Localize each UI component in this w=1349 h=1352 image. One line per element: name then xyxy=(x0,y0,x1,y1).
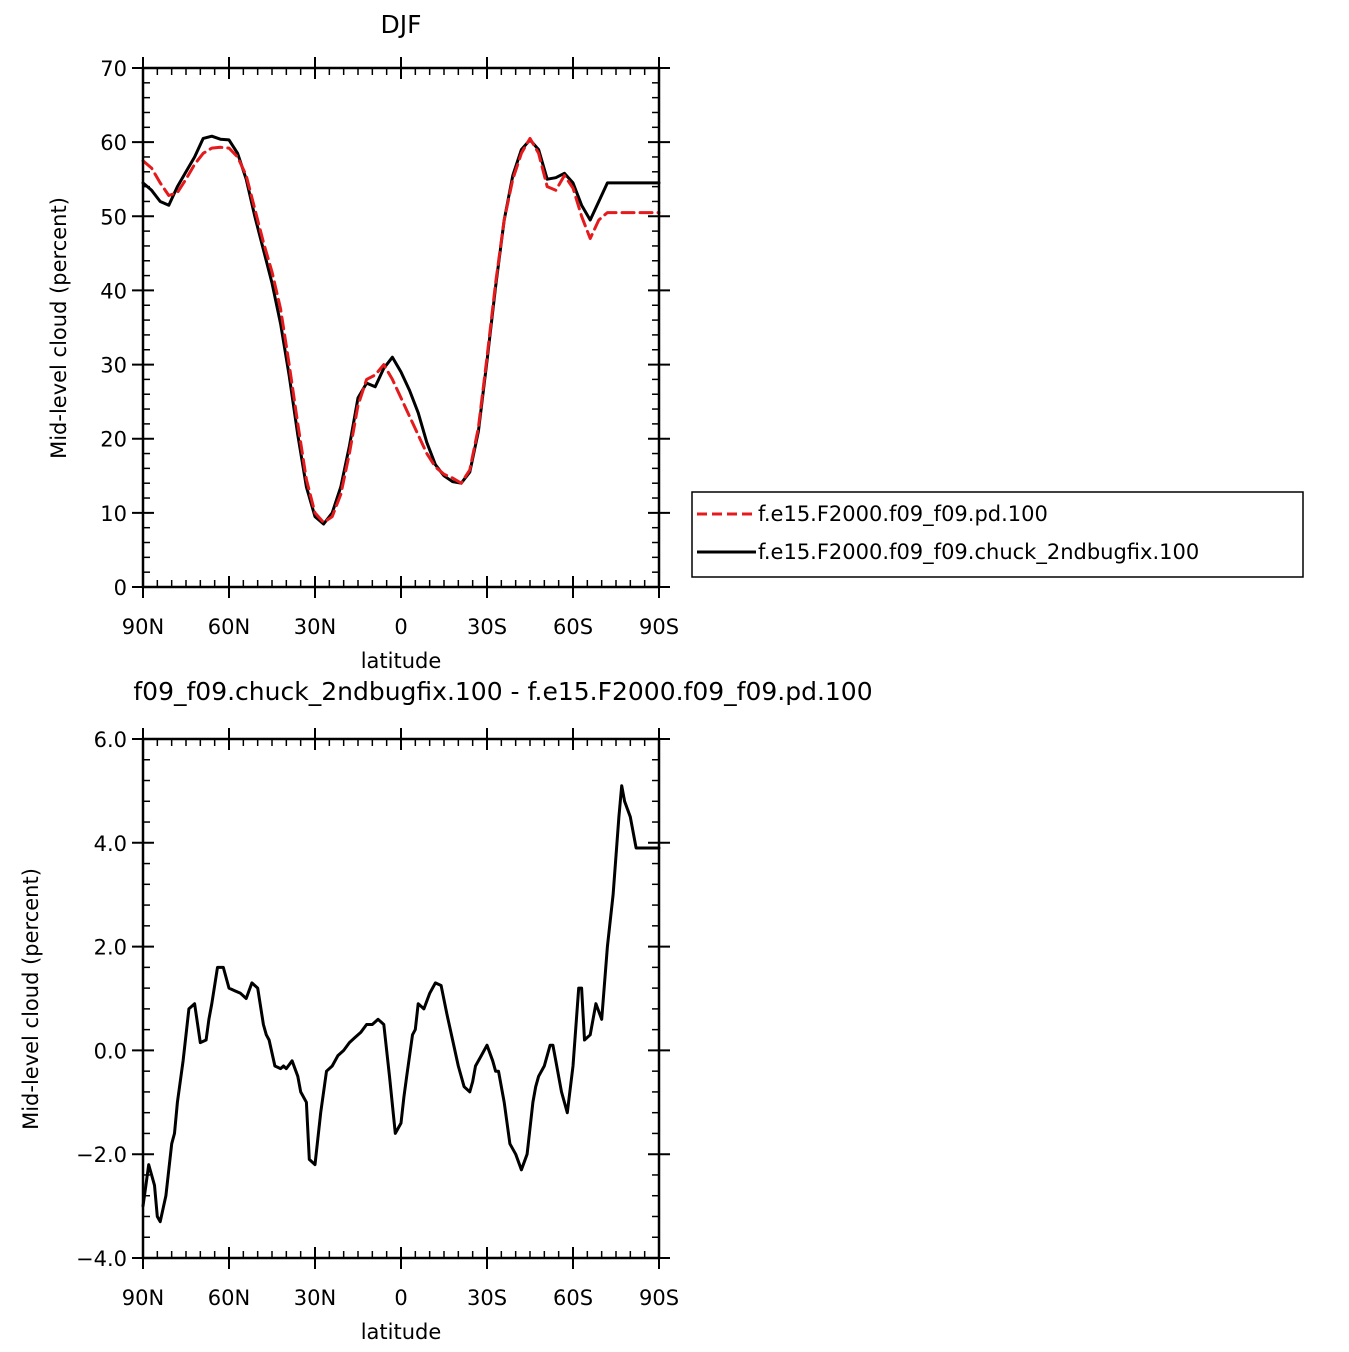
x-tick-label: 60N xyxy=(208,1286,250,1310)
y-tick-label: 10 xyxy=(100,502,127,526)
x-tick-label: 30N xyxy=(294,615,336,639)
chart-title: DJF xyxy=(380,10,421,39)
y-tick-label: 20 xyxy=(100,428,127,452)
series-line xyxy=(141,136,661,524)
y-tick-label: 70 xyxy=(100,57,127,81)
y-tick-label: 6.0 xyxy=(94,728,127,752)
x-axis-ticks: 90N 60N 30N 0 30S 60S 90S xyxy=(122,728,679,1310)
x-tick-label: 60S xyxy=(553,615,593,639)
y-tick-label: 30 xyxy=(100,354,127,378)
x-tick-label: 90S xyxy=(639,1286,679,1310)
y-tick-label: −4.0 xyxy=(76,1247,127,1271)
y-tick-label: −2.0 xyxy=(76,1143,127,1167)
y-axis-label: Mid-level cloud (percent) xyxy=(19,868,43,1130)
bottom-panel: f09_f09.chuck_2ndbugfix.100 - f.e15.F200… xyxy=(19,677,873,1344)
y-tick-label: 4.0 xyxy=(94,832,127,856)
x-tick-label: 60S xyxy=(553,1286,593,1310)
x-tick-label: 30S xyxy=(467,1286,507,1310)
plot-frame xyxy=(141,66,661,589)
x-tick-label: 90S xyxy=(639,615,679,639)
x-tick-label: 90N xyxy=(122,615,164,639)
series-line xyxy=(141,784,661,1224)
x-tick-label: 30S xyxy=(467,615,507,639)
x-tick-label: 0 xyxy=(394,1286,407,1310)
x-axis-label: latitude xyxy=(361,1320,442,1344)
plot-area xyxy=(141,784,661,1224)
plot-frame xyxy=(141,737,661,1260)
series-line xyxy=(141,134,661,526)
y-axis-ticks: 0 10 20 30 40 50 60 70 xyxy=(100,57,670,600)
legend-label-chuck: f.e15.F2000.f09_f09.chuck_2ndbugfix.100 xyxy=(758,540,1199,565)
legend-label-pd: f.e15.F2000.f09_f09.pd.100 xyxy=(758,502,1048,527)
y-tick-label: 50 xyxy=(100,205,127,229)
y-tick-label: 60 xyxy=(100,131,127,155)
x-axis-label: latitude xyxy=(361,649,442,673)
plot-area xyxy=(141,134,661,526)
legend-box xyxy=(691,491,1304,578)
x-tick-label: 0 xyxy=(394,615,407,639)
y-tick-label: 0.0 xyxy=(94,1039,127,1063)
legend: f.e15.F2000.f09_f09.pd.100 f.e15.F2000.f… xyxy=(691,491,1304,578)
x-tick-label: 90N xyxy=(122,1286,164,1310)
x-tick-label: 30N xyxy=(294,1286,336,1310)
y-tick-label: 0 xyxy=(114,576,127,600)
x-axis-ticks: 90N 60N 30N 0 30S 60S 90S xyxy=(122,57,679,639)
x-tick-label: 60N xyxy=(208,615,250,639)
chart-title: f09_f09.chuck_2ndbugfix.100 - f.e15.F200… xyxy=(133,677,872,706)
y-tick-label: 2.0 xyxy=(94,936,127,960)
y-axis-label: Mid-level cloud (percent) xyxy=(47,197,71,459)
y-tick-label: 40 xyxy=(100,279,127,303)
